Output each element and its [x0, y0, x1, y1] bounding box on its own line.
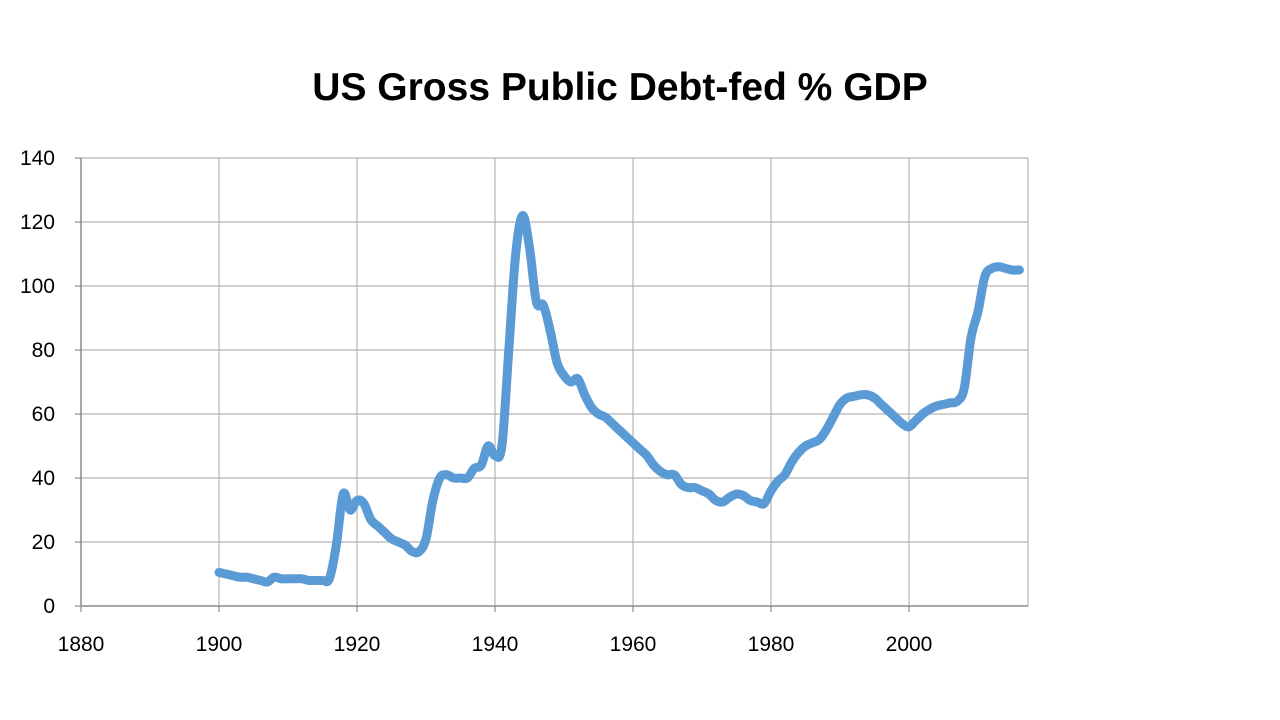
x-tick-label: 1920 — [334, 633, 381, 656]
axes — [75, 157, 1028, 612]
x-tick-label: 1900 — [196, 633, 243, 656]
x-tick-label: 1980 — [748, 633, 795, 656]
x-tick-label: 2000 — [886, 633, 933, 656]
y-tick-label: 40 — [32, 467, 55, 490]
y-tick-label: 120 — [20, 211, 55, 234]
y-tick-label: 60 — [32, 403, 55, 426]
x-tick-label: 1940 — [472, 633, 519, 656]
tick-labels: 0 20 40 60 80 100 120 140 1880 1900 1920 1940 1960 19… — [20, 147, 932, 656]
y-tick-label: 0 — [43, 595, 55, 618]
x-tick-label: 1880 — [58, 633, 105, 656]
y-tick-label: 20 — [32, 531, 55, 554]
series-line — [214, 211, 1024, 587]
y-tick-label: 100 — [20, 275, 55, 298]
chart-title: US Gross Public Debt-fed % GDP — [312, 66, 928, 109]
x-tick-label: 1960 — [610, 633, 657, 656]
y-tick-label: 140 — [20, 147, 55, 170]
gridlines — [81, 157, 1029, 606]
series — [214, 211, 1024, 587]
y-tick-label: 80 — [32, 339, 55, 362]
